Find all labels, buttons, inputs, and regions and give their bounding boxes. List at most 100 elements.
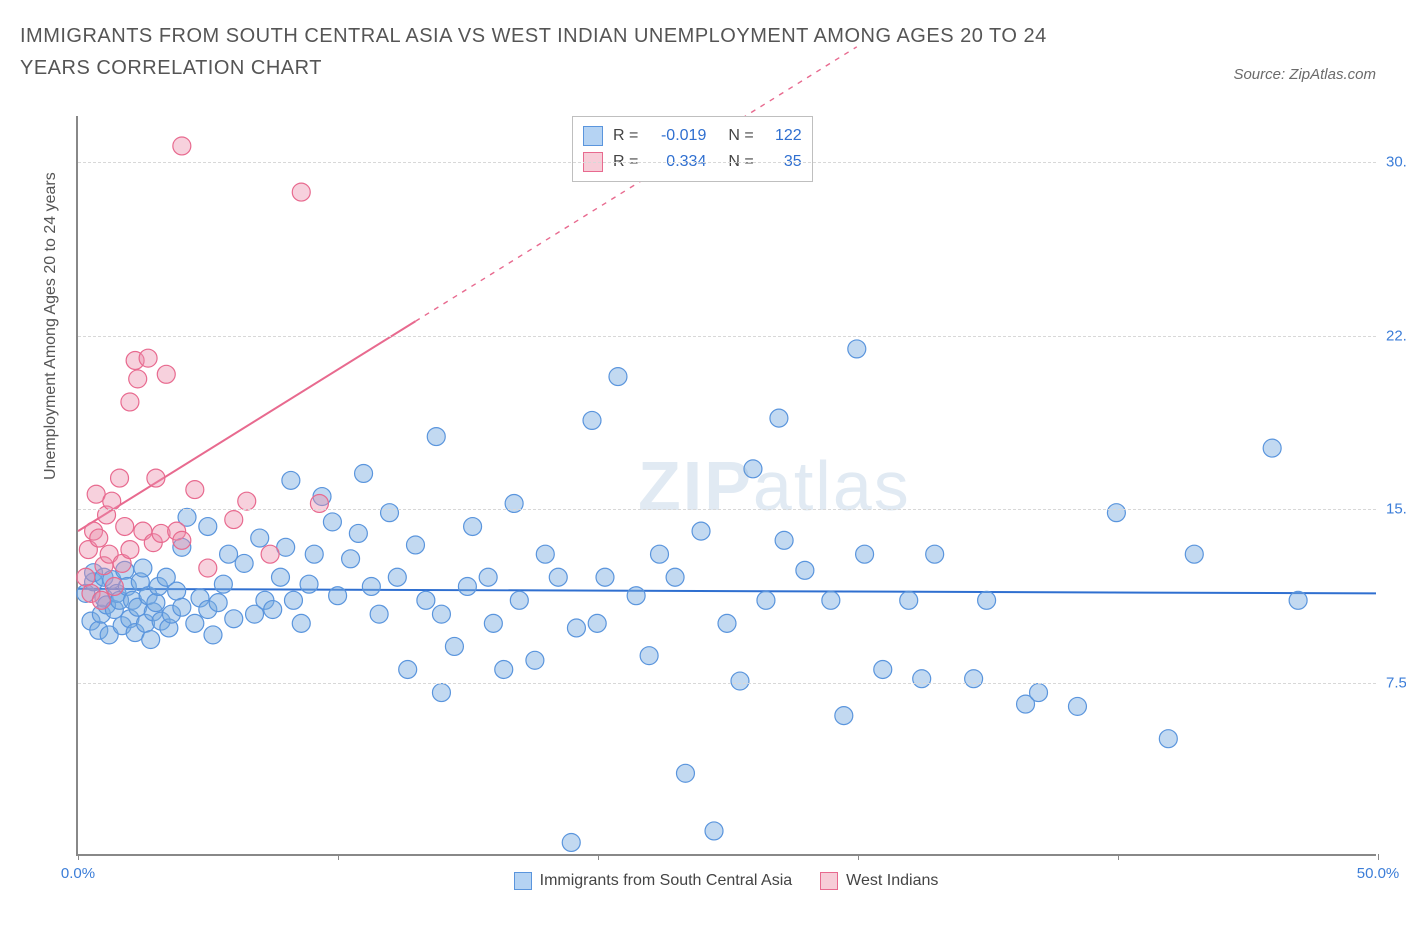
data-point	[147, 469, 165, 487]
x-tick	[1378, 854, 1379, 860]
data-point	[329, 587, 347, 605]
data-point	[978, 591, 996, 609]
chart-source: Source: ZipAtlas.com	[1233, 66, 1376, 83]
data-point	[718, 614, 736, 632]
data-point	[427, 428, 445, 446]
data-point	[627, 587, 645, 605]
data-point	[562, 833, 580, 851]
data-point	[92, 591, 110, 609]
data-point	[588, 614, 606, 632]
data-point	[510, 591, 528, 609]
data-point	[731, 672, 749, 690]
data-point	[272, 568, 290, 586]
data-point	[121, 541, 139, 559]
data-point	[381, 504, 399, 522]
legend-item: Immigrants from South Central Asia	[514, 872, 793, 890]
y-tick-label: 22.5%	[1386, 327, 1406, 344]
gridline-h	[78, 509, 1376, 510]
stats-row: R = -0.019 N = 122	[583, 123, 802, 149]
x-tick	[1118, 854, 1119, 860]
data-point	[305, 545, 323, 563]
data-point	[225, 511, 243, 529]
data-point	[874, 661, 892, 679]
data-point	[105, 577, 123, 595]
x-tick	[78, 854, 79, 860]
correlation-chart: IMMIGRANTS FROM SOUTH CENTRAL ASIA VS WE…	[20, 20, 1386, 910]
data-point	[1107, 504, 1125, 522]
trend-line-dashed	[415, 47, 856, 321]
data-point	[822, 591, 840, 609]
data-point	[495, 661, 513, 679]
legend-label: Immigrants from South Central Asia	[540, 872, 793, 890]
data-point	[349, 524, 367, 542]
data-point	[640, 647, 658, 665]
data-point	[139, 349, 157, 367]
data-point	[757, 591, 775, 609]
legend-swatch	[514, 872, 532, 890]
data-point	[214, 575, 232, 593]
data-point	[238, 492, 256, 510]
data-point	[965, 670, 983, 688]
data-point	[235, 554, 253, 572]
data-point	[417, 591, 435, 609]
gridline-h	[78, 683, 1376, 684]
data-point	[432, 684, 450, 702]
n-value: 122	[768, 127, 802, 145]
plot-inner: ZIPatlas R =-0.019N =122R =0.334N =35 0.…	[76, 116, 1376, 856]
r-value: -0.019	[652, 127, 706, 145]
data-point	[432, 605, 450, 623]
data-point	[251, 529, 269, 547]
data-point	[282, 471, 300, 489]
data-point	[168, 582, 186, 600]
gridline-h	[78, 336, 1376, 337]
data-point	[199, 518, 217, 536]
y-axis-label: Unemployment Among Ages 20 to 24 years	[42, 172, 60, 480]
chart-svg	[78, 116, 1376, 854]
data-point	[913, 670, 931, 688]
data-point	[796, 561, 814, 579]
data-point	[121, 393, 139, 411]
r-label: R =	[613, 127, 638, 145]
data-point	[292, 183, 310, 201]
data-point	[549, 568, 567, 586]
data-point	[284, 591, 302, 609]
data-point	[609, 368, 627, 386]
data-point	[209, 594, 227, 612]
data-point	[292, 614, 310, 632]
data-point	[370, 605, 388, 623]
data-point	[199, 559, 217, 577]
data-point	[173, 598, 191, 616]
n-label: N =	[728, 127, 753, 145]
data-point	[856, 545, 874, 563]
data-point	[173, 137, 191, 155]
gridline-h	[78, 162, 1376, 163]
x-tick	[338, 854, 339, 860]
data-point	[90, 529, 108, 547]
data-point	[651, 545, 669, 563]
data-point	[926, 545, 944, 563]
data-point	[399, 661, 417, 679]
data-point	[1289, 591, 1307, 609]
data-point	[705, 822, 723, 840]
data-point	[676, 764, 694, 782]
data-point	[1159, 730, 1177, 748]
data-point	[692, 522, 710, 540]
data-point	[129, 370, 147, 388]
data-point	[596, 568, 614, 586]
data-point	[770, 409, 788, 427]
y-tick-label: 15.0%	[1386, 501, 1406, 518]
data-point	[220, 545, 238, 563]
data-point	[362, 577, 380, 595]
data-point	[835, 707, 853, 725]
y-tick-label: 30.0%	[1386, 154, 1406, 171]
chart-title: IMMIGRANTS FROM SOUTH CENTRAL ASIA VS WE…	[20, 20, 1120, 84]
data-point	[388, 568, 406, 586]
data-point	[1030, 684, 1048, 702]
legend-item: West Indians	[820, 872, 938, 890]
data-point	[186, 481, 204, 499]
data-point	[406, 536, 424, 554]
data-point	[323, 513, 341, 531]
data-point	[1068, 697, 1086, 715]
data-point	[536, 545, 554, 563]
legend-swatch	[583, 126, 603, 146]
